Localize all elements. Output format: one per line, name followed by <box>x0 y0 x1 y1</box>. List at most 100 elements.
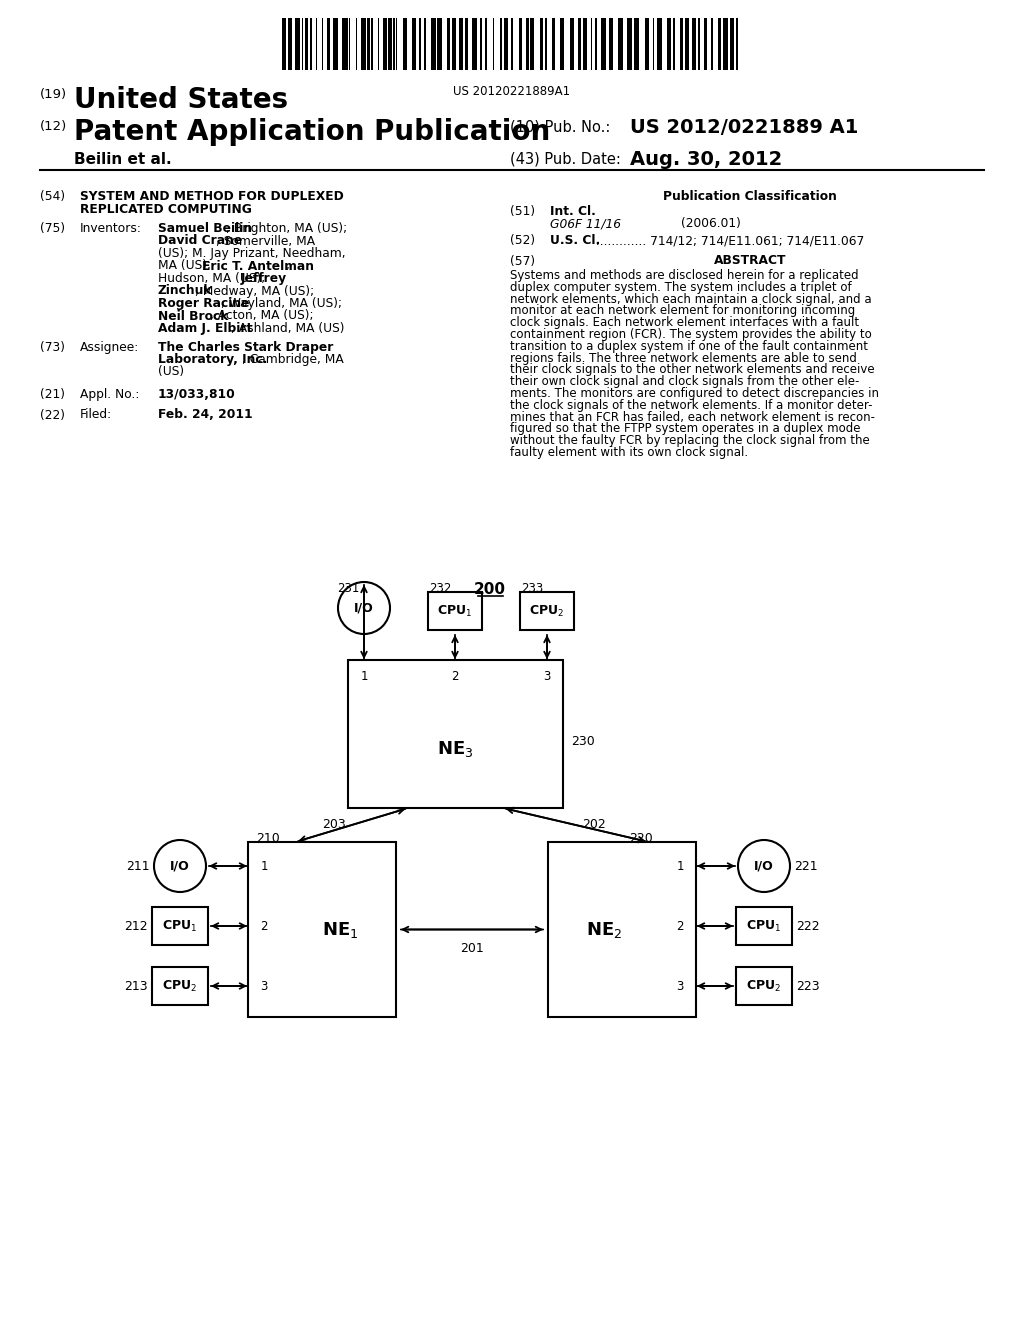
Bar <box>520 591 574 630</box>
Text: 201: 201 <box>460 941 484 954</box>
Circle shape <box>338 582 390 634</box>
Bar <box>453 18 456 70</box>
Bar <box>388 18 391 70</box>
Text: , Medway, MA (US);: , Medway, MA (US); <box>195 285 313 297</box>
Text: SYSTEM AND METHOD FOR DUPLEXED: SYSTEM AND METHOD FOR DUPLEXED <box>80 190 344 203</box>
Bar <box>673 18 675 70</box>
Text: their clock signals to the other network elements and receive: their clock signals to the other network… <box>510 363 874 376</box>
Bar <box>402 18 408 70</box>
Text: 230: 230 <box>571 735 595 748</box>
Bar <box>282 18 287 70</box>
Bar <box>355 18 357 70</box>
Bar <box>657 18 663 70</box>
Bar <box>431 18 435 70</box>
Text: CPU$_2$: CPU$_2$ <box>746 978 781 994</box>
Text: (52): (52) <box>510 234 536 247</box>
Bar <box>711 18 713 70</box>
Bar <box>412 18 417 70</box>
Text: regions fails. The three network elements are able to send: regions fails. The three network element… <box>510 351 857 364</box>
Text: 221: 221 <box>794 859 817 873</box>
Text: David Crane: David Crane <box>158 235 243 248</box>
Text: The Charles Stark Draper: The Charles Stark Draper <box>158 341 334 354</box>
Text: Patent Application Publication: Patent Application Publication <box>74 117 550 147</box>
Bar <box>652 18 654 70</box>
Bar <box>152 968 208 1005</box>
Text: 2: 2 <box>452 671 459 682</box>
Text: 1: 1 <box>676 859 684 873</box>
Text: , Acton, MA (US);: , Acton, MA (US); <box>210 309 314 322</box>
Bar <box>378 18 380 70</box>
Bar <box>465 18 468 70</box>
Text: (19): (19) <box>40 88 68 102</box>
Bar <box>305 18 307 70</box>
Text: 220: 220 <box>630 832 653 845</box>
Bar <box>419 18 421 70</box>
Bar <box>342 18 347 70</box>
Text: NE$_3$: NE$_3$ <box>437 739 474 759</box>
Text: Feb. 24, 2011: Feb. 24, 2011 <box>158 408 253 421</box>
Text: (57): (57) <box>510 255 536 268</box>
Text: ABSTRACT: ABSTRACT <box>714 255 786 268</box>
Bar <box>723 18 728 70</box>
Text: (12): (12) <box>40 120 68 133</box>
Text: US 2012/0221889 A1: US 2012/0221889 A1 <box>630 117 858 137</box>
Bar <box>446 18 451 70</box>
Text: clock signals. Each network element interfaces with a fault: clock signals. Each network element inte… <box>510 317 859 329</box>
Text: REPLICATED COMPUTING: REPLICATED COMPUTING <box>80 203 252 216</box>
Text: 213: 213 <box>124 979 148 993</box>
Text: duplex computer system. The system includes a triplet of: duplex computer system. The system inclu… <box>510 281 852 294</box>
Bar <box>372 18 373 70</box>
Bar <box>248 842 396 1016</box>
Text: mines that an FCR has failed, each network element is recon-: mines that an FCR has failed, each netwo… <box>510 411 874 424</box>
Bar <box>348 660 563 808</box>
Bar <box>500 18 502 70</box>
Text: Int. Cl.: Int. Cl. <box>550 205 596 218</box>
Text: 2: 2 <box>676 920 684 932</box>
Circle shape <box>738 840 790 892</box>
Text: 1: 1 <box>260 859 267 873</box>
Text: Beilin et al.: Beilin et al. <box>74 152 172 168</box>
Text: 3: 3 <box>260 979 267 993</box>
Bar <box>691 18 696 70</box>
Text: (US); M. Jay Prizant, Needham,: (US); M. Jay Prizant, Needham, <box>158 247 346 260</box>
Text: faulty element with its own clock signal.: faulty element with its own clock signal… <box>510 446 749 459</box>
Text: , Cambridge, MA: , Cambridge, MA <box>242 352 344 366</box>
Bar <box>644 18 649 70</box>
Text: 222: 222 <box>796 920 819 932</box>
Text: figured so that the FTPP system operates in a duplex mode: figured so that the FTPP system operates… <box>510 422 860 436</box>
Text: Adam J. Elbirt: Adam J. Elbirt <box>158 322 252 335</box>
Bar <box>152 907 208 945</box>
Bar <box>730 18 734 70</box>
Bar <box>681 18 683 70</box>
Text: 1: 1 <box>360 671 368 682</box>
Text: 232: 232 <box>429 582 451 595</box>
Bar <box>736 907 792 945</box>
Bar <box>428 591 482 630</box>
Bar <box>333 18 338 70</box>
Bar <box>472 18 476 70</box>
Bar <box>396 18 397 70</box>
Bar <box>560 18 564 70</box>
Bar <box>349 18 350 70</box>
Bar <box>552 18 555 70</box>
Bar <box>583 18 587 70</box>
Circle shape <box>154 840 206 892</box>
Text: I/O: I/O <box>754 859 774 873</box>
Bar <box>548 842 696 1016</box>
Bar <box>393 18 395 70</box>
Bar <box>511 18 513 70</box>
Text: Eric T. Antelman: Eric T. Antelman <box>202 260 313 272</box>
Text: 3: 3 <box>676 979 684 993</box>
Bar <box>530 18 535 70</box>
Text: 3: 3 <box>544 671 551 682</box>
Text: NE$_2$: NE$_2$ <box>586 920 623 940</box>
Bar <box>368 18 370 70</box>
Bar <box>569 18 574 70</box>
Text: (21): (21) <box>40 388 65 401</box>
Text: (43) Pub. Date:: (43) Pub. Date: <box>510 152 653 168</box>
Text: without the faulty FCR by replacing the clock signal from the: without the faulty FCR by replacing the … <box>510 434 869 447</box>
Bar <box>302 18 303 70</box>
Text: 13/033,810: 13/033,810 <box>158 388 236 401</box>
Text: (US): (US) <box>158 366 184 379</box>
Bar <box>591 18 592 70</box>
